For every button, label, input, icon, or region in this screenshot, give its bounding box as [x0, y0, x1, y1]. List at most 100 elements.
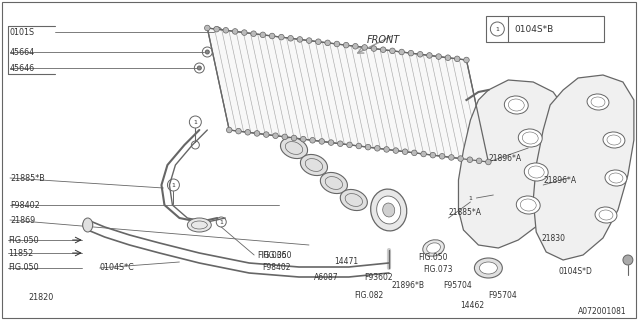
Circle shape	[278, 34, 284, 40]
Circle shape	[390, 48, 395, 54]
Ellipse shape	[518, 129, 542, 147]
Circle shape	[260, 32, 266, 38]
Circle shape	[454, 56, 460, 62]
Text: FIG.050: FIG.050	[262, 251, 292, 260]
Text: F98402: F98402	[10, 201, 40, 210]
Circle shape	[264, 132, 269, 137]
Text: FIG.073: FIG.073	[424, 266, 453, 275]
Circle shape	[307, 38, 312, 44]
Circle shape	[319, 139, 324, 144]
Circle shape	[297, 36, 303, 42]
Circle shape	[420, 151, 426, 157]
Text: FIG.036: FIG.036	[257, 251, 287, 260]
Text: 1: 1	[495, 27, 499, 31]
Circle shape	[403, 149, 408, 155]
Circle shape	[458, 156, 463, 161]
Circle shape	[215, 30, 220, 34]
Circle shape	[486, 159, 491, 165]
Ellipse shape	[504, 96, 528, 114]
Ellipse shape	[603, 132, 625, 148]
Text: 1: 1	[172, 182, 175, 188]
Ellipse shape	[300, 155, 328, 176]
Circle shape	[334, 41, 340, 47]
Circle shape	[449, 155, 454, 160]
Ellipse shape	[587, 94, 609, 110]
Text: 0101S: 0101S	[10, 28, 35, 36]
Ellipse shape	[595, 207, 617, 223]
Ellipse shape	[377, 196, 401, 224]
Text: 1: 1	[193, 119, 197, 124]
Circle shape	[430, 152, 436, 158]
Text: 0104S*B: 0104S*B	[515, 25, 554, 34]
Circle shape	[623, 255, 633, 265]
Ellipse shape	[340, 189, 367, 211]
Text: 11852: 11852	[8, 249, 33, 258]
Circle shape	[408, 50, 413, 56]
Circle shape	[436, 54, 442, 60]
Ellipse shape	[427, 243, 440, 253]
Ellipse shape	[524, 163, 548, 181]
Polygon shape	[207, 28, 488, 162]
Circle shape	[189, 116, 202, 128]
Circle shape	[427, 52, 432, 58]
Text: 0104S*C: 0104S*C	[100, 263, 134, 273]
Bar	[486, 16, 604, 42]
Circle shape	[282, 134, 287, 140]
Circle shape	[412, 150, 417, 156]
Text: FRONT: FRONT	[367, 35, 400, 45]
Polygon shape	[533, 75, 634, 260]
Ellipse shape	[188, 218, 211, 232]
Circle shape	[371, 46, 377, 52]
Text: 21830: 21830	[541, 234, 565, 243]
Circle shape	[212, 27, 222, 37]
Circle shape	[245, 130, 250, 135]
Circle shape	[465, 192, 476, 204]
Circle shape	[202, 47, 212, 57]
Circle shape	[380, 47, 386, 52]
Circle shape	[205, 50, 209, 54]
Circle shape	[328, 140, 334, 145]
Text: 21820: 21820	[28, 293, 53, 302]
Circle shape	[365, 144, 371, 150]
Circle shape	[384, 147, 389, 152]
Circle shape	[291, 135, 297, 141]
Text: 21885*A: 21885*A	[449, 207, 481, 217]
Circle shape	[269, 33, 275, 39]
Circle shape	[205, 25, 210, 31]
Text: 21896*A: 21896*A	[543, 175, 576, 185]
Ellipse shape	[280, 138, 308, 158]
Text: 45664: 45664	[10, 47, 35, 57]
Ellipse shape	[605, 170, 627, 186]
Text: 1: 1	[468, 196, 472, 201]
Text: A6087: A6087	[314, 274, 339, 283]
Text: 0104S*D: 0104S*D	[558, 268, 592, 276]
Circle shape	[273, 133, 278, 139]
Text: 21896*B: 21896*B	[392, 281, 425, 290]
Text: F98402: F98402	[262, 263, 291, 273]
Circle shape	[337, 141, 343, 147]
Circle shape	[223, 28, 228, 33]
Circle shape	[439, 154, 445, 159]
Text: FIG.050: FIG.050	[419, 253, 448, 262]
Circle shape	[254, 131, 260, 136]
Text: 21885*B: 21885*B	[10, 173, 45, 182]
Circle shape	[232, 28, 238, 34]
Text: 45646: 45646	[10, 63, 35, 73]
Text: F95704: F95704	[488, 291, 517, 300]
Circle shape	[310, 138, 316, 143]
Text: F93602: F93602	[364, 274, 392, 283]
Text: 21869: 21869	[10, 215, 35, 225]
Polygon shape	[458, 80, 568, 248]
Circle shape	[463, 57, 469, 63]
Text: F95704: F95704	[444, 281, 472, 290]
Circle shape	[476, 158, 482, 164]
Ellipse shape	[321, 172, 348, 194]
Circle shape	[216, 217, 227, 227]
Ellipse shape	[474, 258, 502, 278]
Circle shape	[214, 26, 220, 32]
Ellipse shape	[383, 203, 395, 217]
Circle shape	[347, 142, 353, 148]
Circle shape	[288, 36, 293, 41]
Circle shape	[191, 141, 199, 149]
Circle shape	[490, 22, 504, 36]
